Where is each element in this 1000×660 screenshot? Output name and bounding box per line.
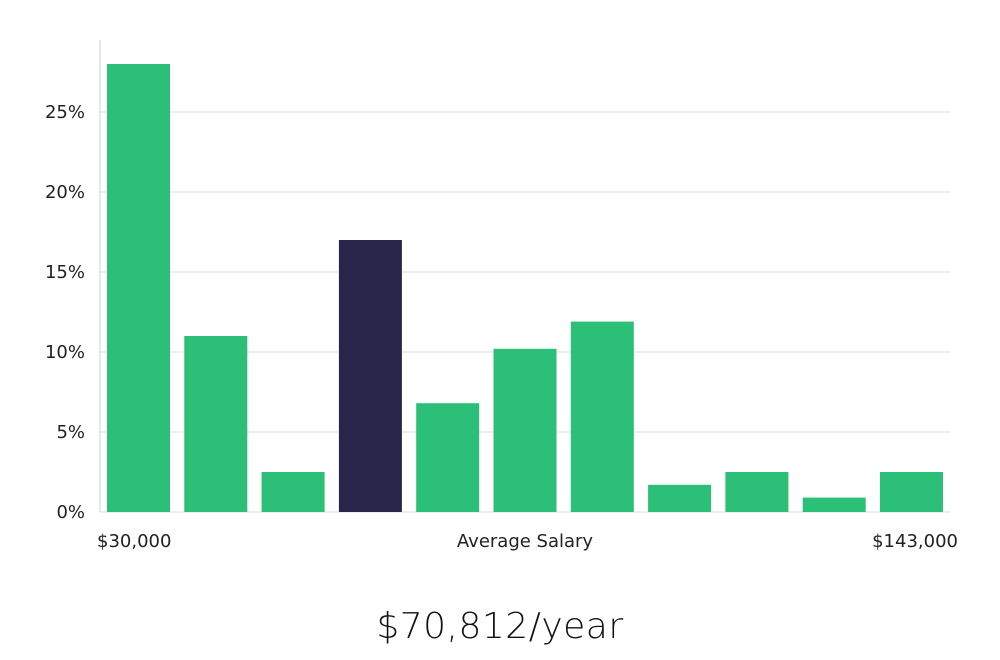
bar	[184, 336, 248, 512]
y-tick-label: 0%	[56, 502, 85, 523]
average-salary-value: $70,812/year	[376, 606, 624, 647]
bar	[802, 497, 866, 512]
bars	[107, 64, 943, 512]
y-tick-labels: 0% 5% 10% 15% 20% 25%	[45, 102, 85, 523]
bar	[416, 403, 480, 512]
bar	[261, 472, 325, 512]
x-min-label: $30,000	[97, 531, 171, 552]
bar	[570, 321, 634, 512]
bar	[493, 348, 557, 512]
x-max-label: $143,000	[872, 531, 958, 552]
bar	[880, 472, 943, 512]
bar	[725, 472, 789, 512]
bar	[107, 64, 170, 512]
y-tick-label: 25%	[45, 102, 85, 123]
y-tick-label: 20%	[45, 182, 85, 203]
bar-highlighted	[338, 240, 402, 512]
bar	[648, 484, 712, 512]
x-axis-title: Average Salary	[457, 531, 594, 552]
y-tick-label: 5%	[56, 422, 85, 443]
salary-histogram: 0%5%10%15%20%25% $30,000 Average Salary …	[45, 40, 958, 552]
y-tick-label: 10%	[45, 342, 85, 363]
y-tick-label: 15%	[45, 262, 85, 283]
